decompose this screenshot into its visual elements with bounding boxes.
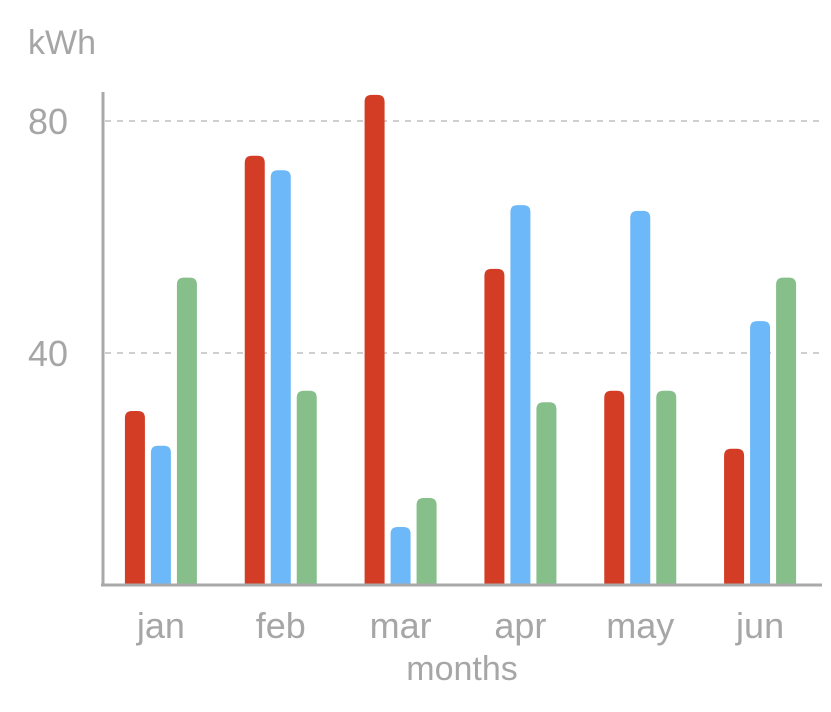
bar-may-1 bbox=[604, 390, 625, 585]
x-tick-label: jun bbox=[735, 605, 784, 646]
bar-jun-3 bbox=[776, 277, 797, 585]
y-tick-label: 40 bbox=[28, 333, 68, 374]
bar-jun-2 bbox=[750, 321, 771, 585]
x-axis-title: months bbox=[406, 650, 518, 688]
x-tick-label: feb bbox=[256, 605, 306, 646]
bar-jun-1 bbox=[724, 448, 745, 585]
x-tick-label: mar bbox=[370, 605, 432, 646]
y-axis-title: kWh bbox=[28, 24, 96, 62]
axes bbox=[101, 92, 822, 587]
grid-lines bbox=[105, 120, 822, 354]
bar-feb-2 bbox=[270, 170, 291, 586]
bar-apr-2 bbox=[510, 205, 531, 585]
bar-jan-3 bbox=[176, 277, 197, 585]
y-tick-label: 80 bbox=[28, 101, 68, 142]
bar-mar-2 bbox=[390, 527, 411, 585]
bars bbox=[124, 94, 797, 586]
x-tick-label: may bbox=[606, 605, 674, 646]
tick-labels: 40 80 jan feb mar apr may jun bbox=[28, 101, 784, 646]
x-tick-label: jan bbox=[136, 605, 185, 646]
bar-apr-1 bbox=[484, 268, 505, 585]
x-tick-label: apr bbox=[494, 605, 546, 646]
bar-jan-1 bbox=[124, 411, 145, 585]
bar-apr-3 bbox=[536, 402, 557, 585]
bar-feb-3 bbox=[296, 390, 317, 585]
bar-mar-1 bbox=[364, 94, 385, 586]
bar-may-3 bbox=[656, 390, 677, 585]
bar-mar-3 bbox=[416, 498, 437, 585]
bar-jan-2 bbox=[150, 445, 171, 585]
bar-may-2 bbox=[630, 210, 651, 585]
bar-feb-1 bbox=[244, 155, 265, 586]
